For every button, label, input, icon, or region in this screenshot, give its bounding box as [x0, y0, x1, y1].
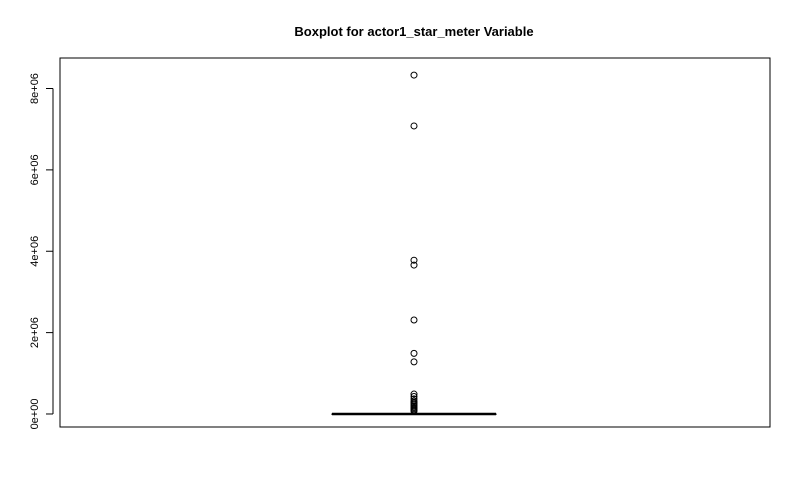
outlier-point	[410, 349, 418, 357]
outlier-point	[410, 390, 418, 398]
y-tick-label: 0e+00	[29, 399, 41, 430]
outlier-point	[410, 407, 418, 415]
outlier-point	[410, 256, 418, 264]
y-tick-label: 8e+06	[29, 73, 41, 104]
y-axis: 0e+00 2e+06 4e+06 6e+06 8e+06	[29, 73, 54, 430]
outlier-point	[410, 71, 418, 79]
y-tick-label: 2e+06	[29, 317, 41, 348]
outlier-point	[410, 316, 418, 324]
plot-frame	[59, 57, 771, 428]
chart-title: Boxplot for actor1_star_meter Variable	[294, 24, 533, 39]
outlier-points	[410, 71, 418, 415]
y-tick-label: 4e+06	[29, 236, 41, 267]
outlier-point	[410, 358, 418, 366]
y-tick-label: 6e+06	[29, 154, 41, 185]
outlier-point	[410, 122, 418, 130]
outlier-point	[410, 261, 418, 269]
